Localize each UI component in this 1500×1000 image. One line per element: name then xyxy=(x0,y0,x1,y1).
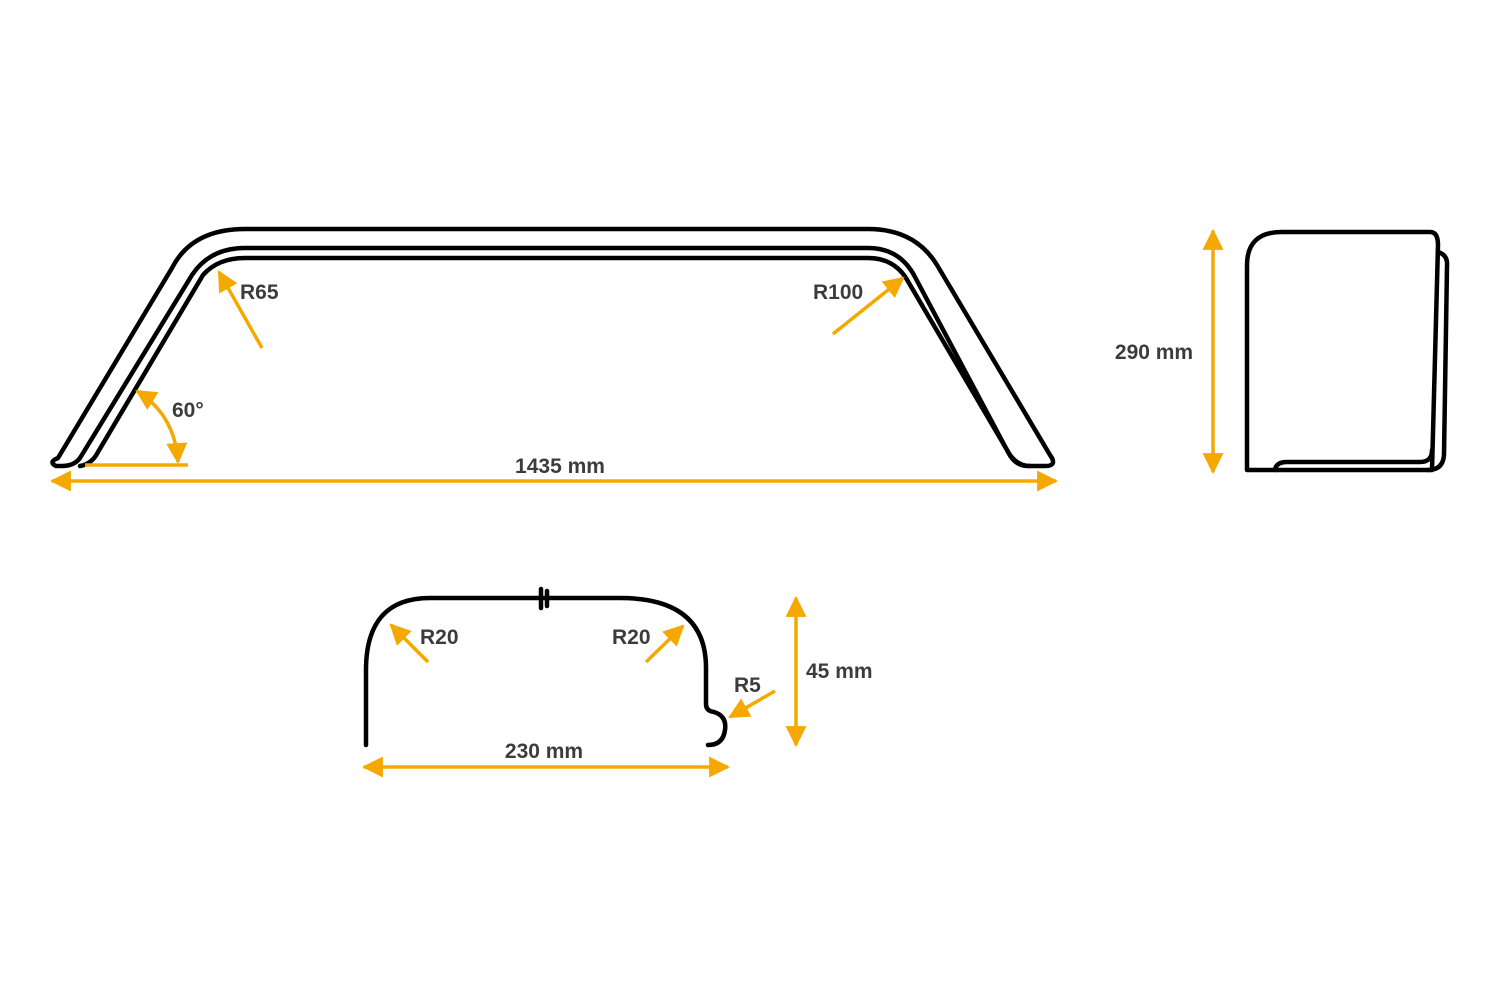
profile-outline xyxy=(363,595,728,748)
angle-60-arc xyxy=(135,389,188,465)
width-230-label: 230 mm xyxy=(505,740,583,763)
radius-r20-right-label: R20 xyxy=(612,626,651,649)
radius-r5-label: R5 xyxy=(734,674,761,697)
fender-profile: R20 R20 R5 45 mm 230 mm xyxy=(361,586,873,778)
height-45-label: 45 mm xyxy=(806,660,873,683)
radius-r20-left-label: R20 xyxy=(420,626,459,649)
fender-side-view: 290 mm xyxy=(1115,228,1450,475)
radius-r20-left-arrow xyxy=(389,623,430,664)
width-1435-label: 1435 mm xyxy=(515,455,605,478)
radius-r100-arrow xyxy=(831,276,905,336)
radius-r65-arrow xyxy=(217,270,264,349)
radius-r65-label: R65 xyxy=(240,281,279,304)
radius-r5-arrow xyxy=(728,689,776,719)
radius-r20-right-arrow xyxy=(644,624,685,664)
angle-60-label: 60° xyxy=(172,399,204,422)
radius-r100-label: R100 xyxy=(813,281,863,304)
height-290-label: 290 mm xyxy=(1115,341,1193,364)
fender-outer-band xyxy=(50,226,1056,469)
side-bottom-lip xyxy=(1272,447,1435,473)
fender-front-view: R65 R100 60° 1435 mm xyxy=(49,226,1059,492)
side-outline xyxy=(1244,229,1441,473)
fender-inner-line xyxy=(77,255,1033,469)
side-flange xyxy=(1425,249,1450,473)
